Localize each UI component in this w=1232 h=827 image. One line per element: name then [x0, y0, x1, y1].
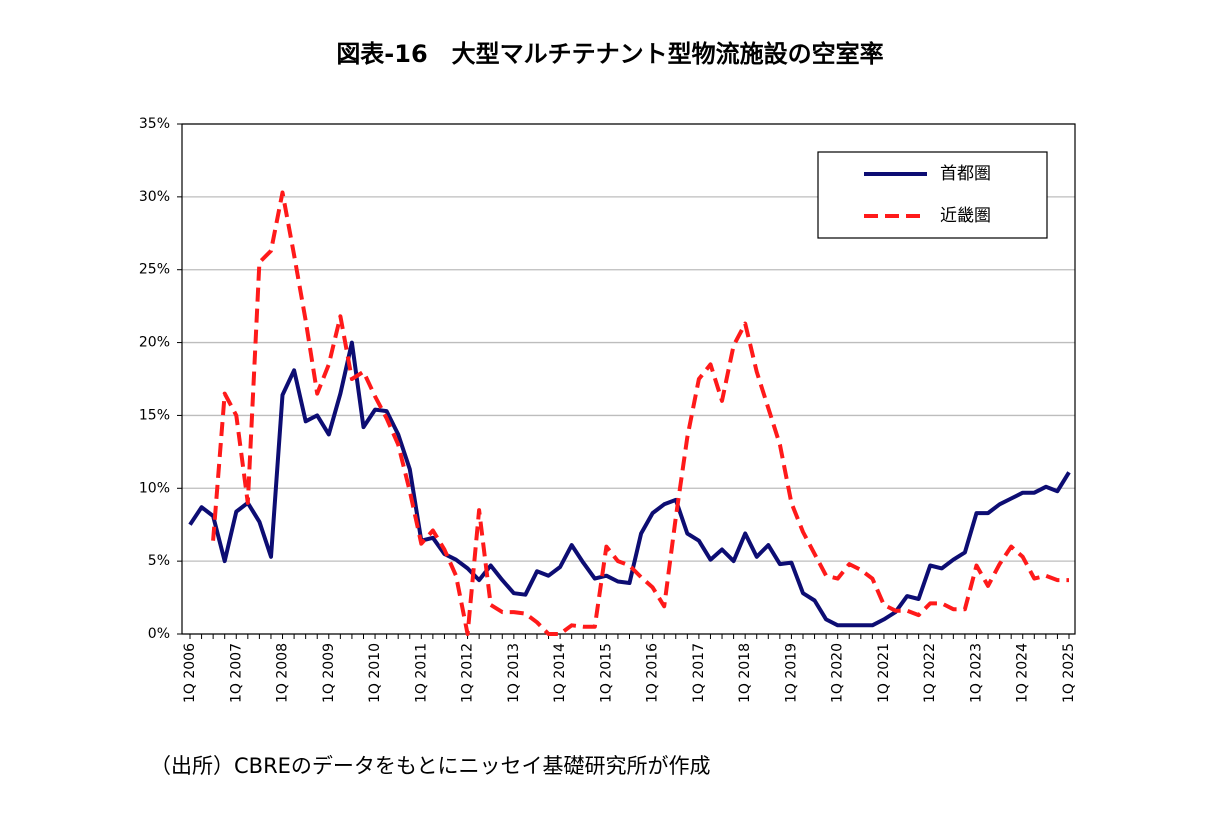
y-tick-label: 25%: [139, 262, 170, 278]
legend-label: 首都圏: [940, 164, 991, 184]
x-tick-label: 1Q 2023: [968, 643, 984, 703]
x-tick-label: 1Q 2010: [367, 643, 383, 703]
x-tick-label: 1Q 2020: [830, 643, 846, 703]
source-note: （出所）CBREのデータをもとにニッセイ基礎研究所が作成: [150, 754, 711, 778]
x-tick-label: 1Q 2006: [182, 643, 198, 703]
y-tick-label: 15%: [139, 407, 170, 423]
x-tick-label: 1Q 2009: [321, 643, 337, 703]
y-tick-label: 10%: [139, 480, 170, 496]
x-tick-label: 1Q 2015: [598, 643, 614, 703]
x-tick-label: 1Q 2011: [413, 643, 429, 703]
y-tick-label: 35%: [139, 116, 170, 132]
y-tick-label: 20%: [139, 335, 170, 351]
y-tick-label: 0%: [148, 626, 170, 642]
x-tick-label: 1Q 2013: [506, 643, 522, 703]
x-tick-label: 1Q 2022: [922, 643, 938, 703]
x-tick-label: 1Q 2017: [691, 643, 707, 703]
x-tick-label: 1Q 2008: [275, 643, 291, 703]
legend-box: [817, 151, 1048, 239]
y-tick-label: 5%: [148, 553, 170, 569]
x-tick-label: 1Q 2016: [645, 643, 661, 703]
x-tick-label: 1Q 2007: [228, 643, 244, 703]
chart-title: 図表-16 大型マルチテナント型物流施設の空室率: [336, 40, 883, 68]
x-tick-label: 1Q 2024: [1015, 643, 1031, 703]
x-tick-label: 1Q 2021: [876, 643, 892, 703]
x-tick-label: 1Q 2012: [460, 643, 476, 703]
x-tick-label: 1Q 2025: [1061, 643, 1077, 703]
x-tick-label: 1Q 2018: [737, 643, 753, 703]
legend-label: 近畿圏: [940, 206, 991, 226]
plot-frame: [181, 123, 1076, 635]
x-tick-label: 1Q 2014: [552, 643, 568, 703]
x-tick-label: 1Q 2019: [783, 643, 799, 703]
y-tick-label: 30%: [139, 189, 170, 205]
series-line: [188, 340, 1071, 628]
series-line: [211, 190, 1069, 636]
